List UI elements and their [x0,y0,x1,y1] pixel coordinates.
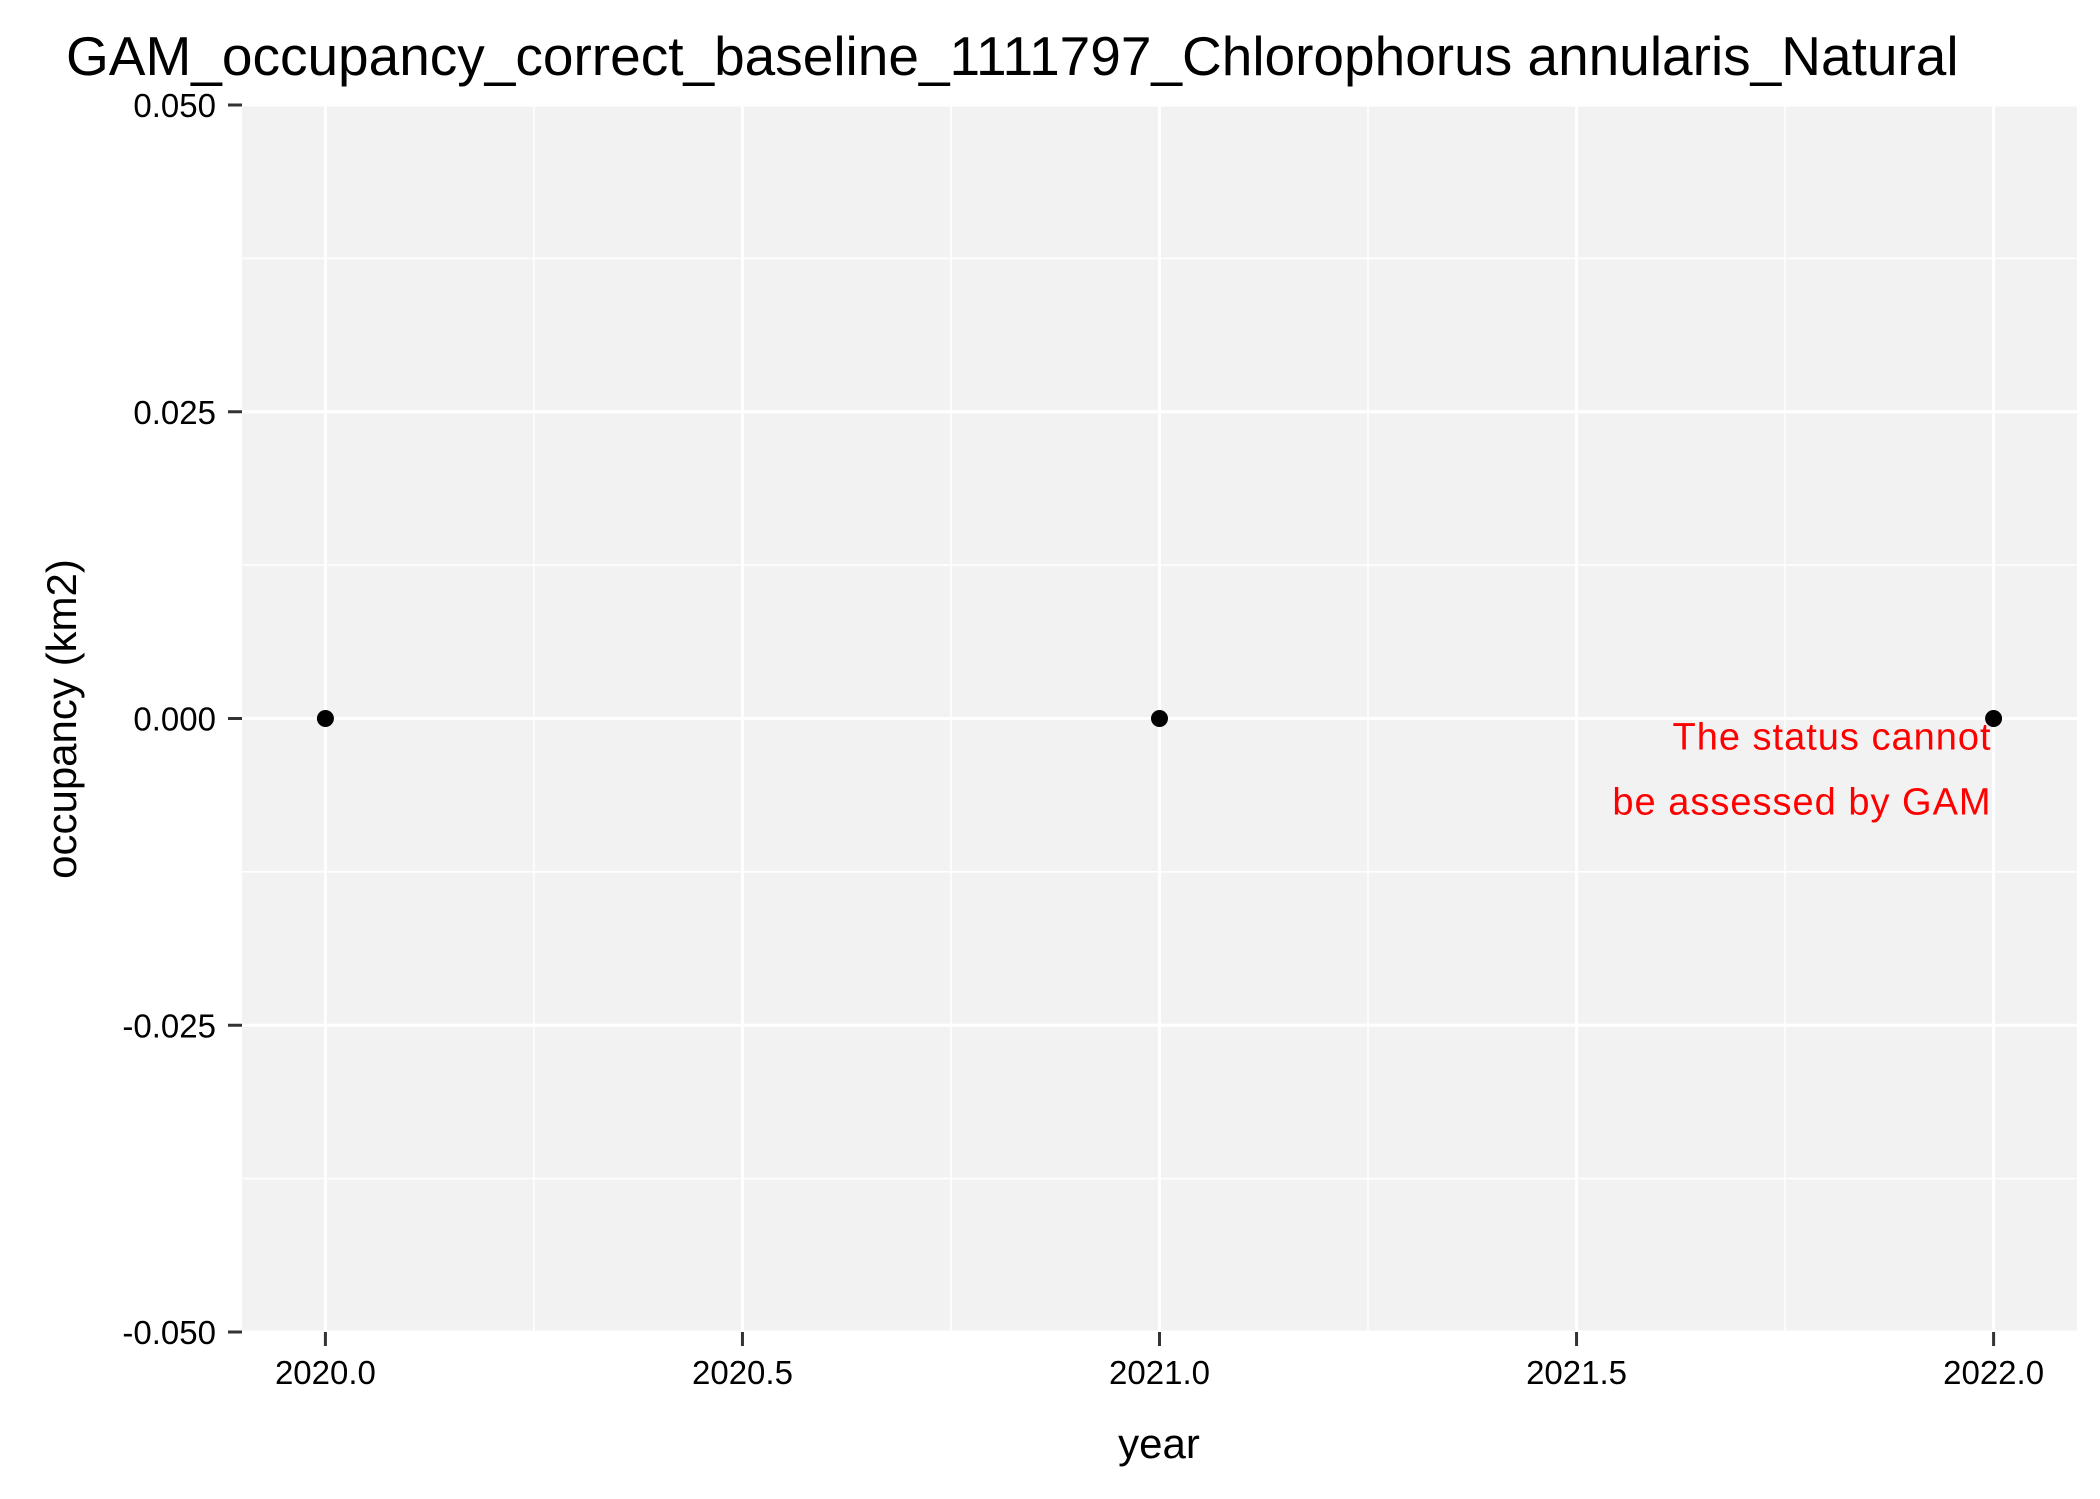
x-tick-label: 2020.0 [275,1354,376,1391]
x-tick-label: 2020.5 [692,1354,793,1391]
data-point [316,710,334,727]
chart-title: GAM_occupancy_correct_baseline_1111797_C… [66,25,1959,87]
x-tick-label: 2021.5 [1526,1354,1627,1391]
x-tick-label: 2022.0 [1943,1354,2044,1391]
x-axis-title: year [1118,1420,1200,1467]
y-axis-title: occupancy (km2) [38,559,85,879]
data-points [316,710,2003,727]
y-tick-label: 0.000 [133,701,216,738]
y-axis: -0.050 -0.025 0.000 0.025 0.050 [122,87,242,1351]
annotation-line: The status cannot [1673,717,1992,759]
y-tick-label: -0.050 [122,1314,216,1351]
data-point [1985,710,2003,727]
x-axis: 2020.0 2020.5 2021.0 2021.5 2022.0 [275,1332,2044,1391]
y-tick-label: 0.025 [133,394,216,431]
data-point [1151,710,1168,727]
y-tick-label: -0.025 [122,1007,216,1044]
annotation-line: be assessed by GAM [1612,782,1991,824]
y-tick-label: 0.050 [133,87,216,124]
status-annotation: The status cannot be assessed by GAM [1612,717,1992,824]
x-tick-label: 2021.0 [1109,1354,1210,1391]
